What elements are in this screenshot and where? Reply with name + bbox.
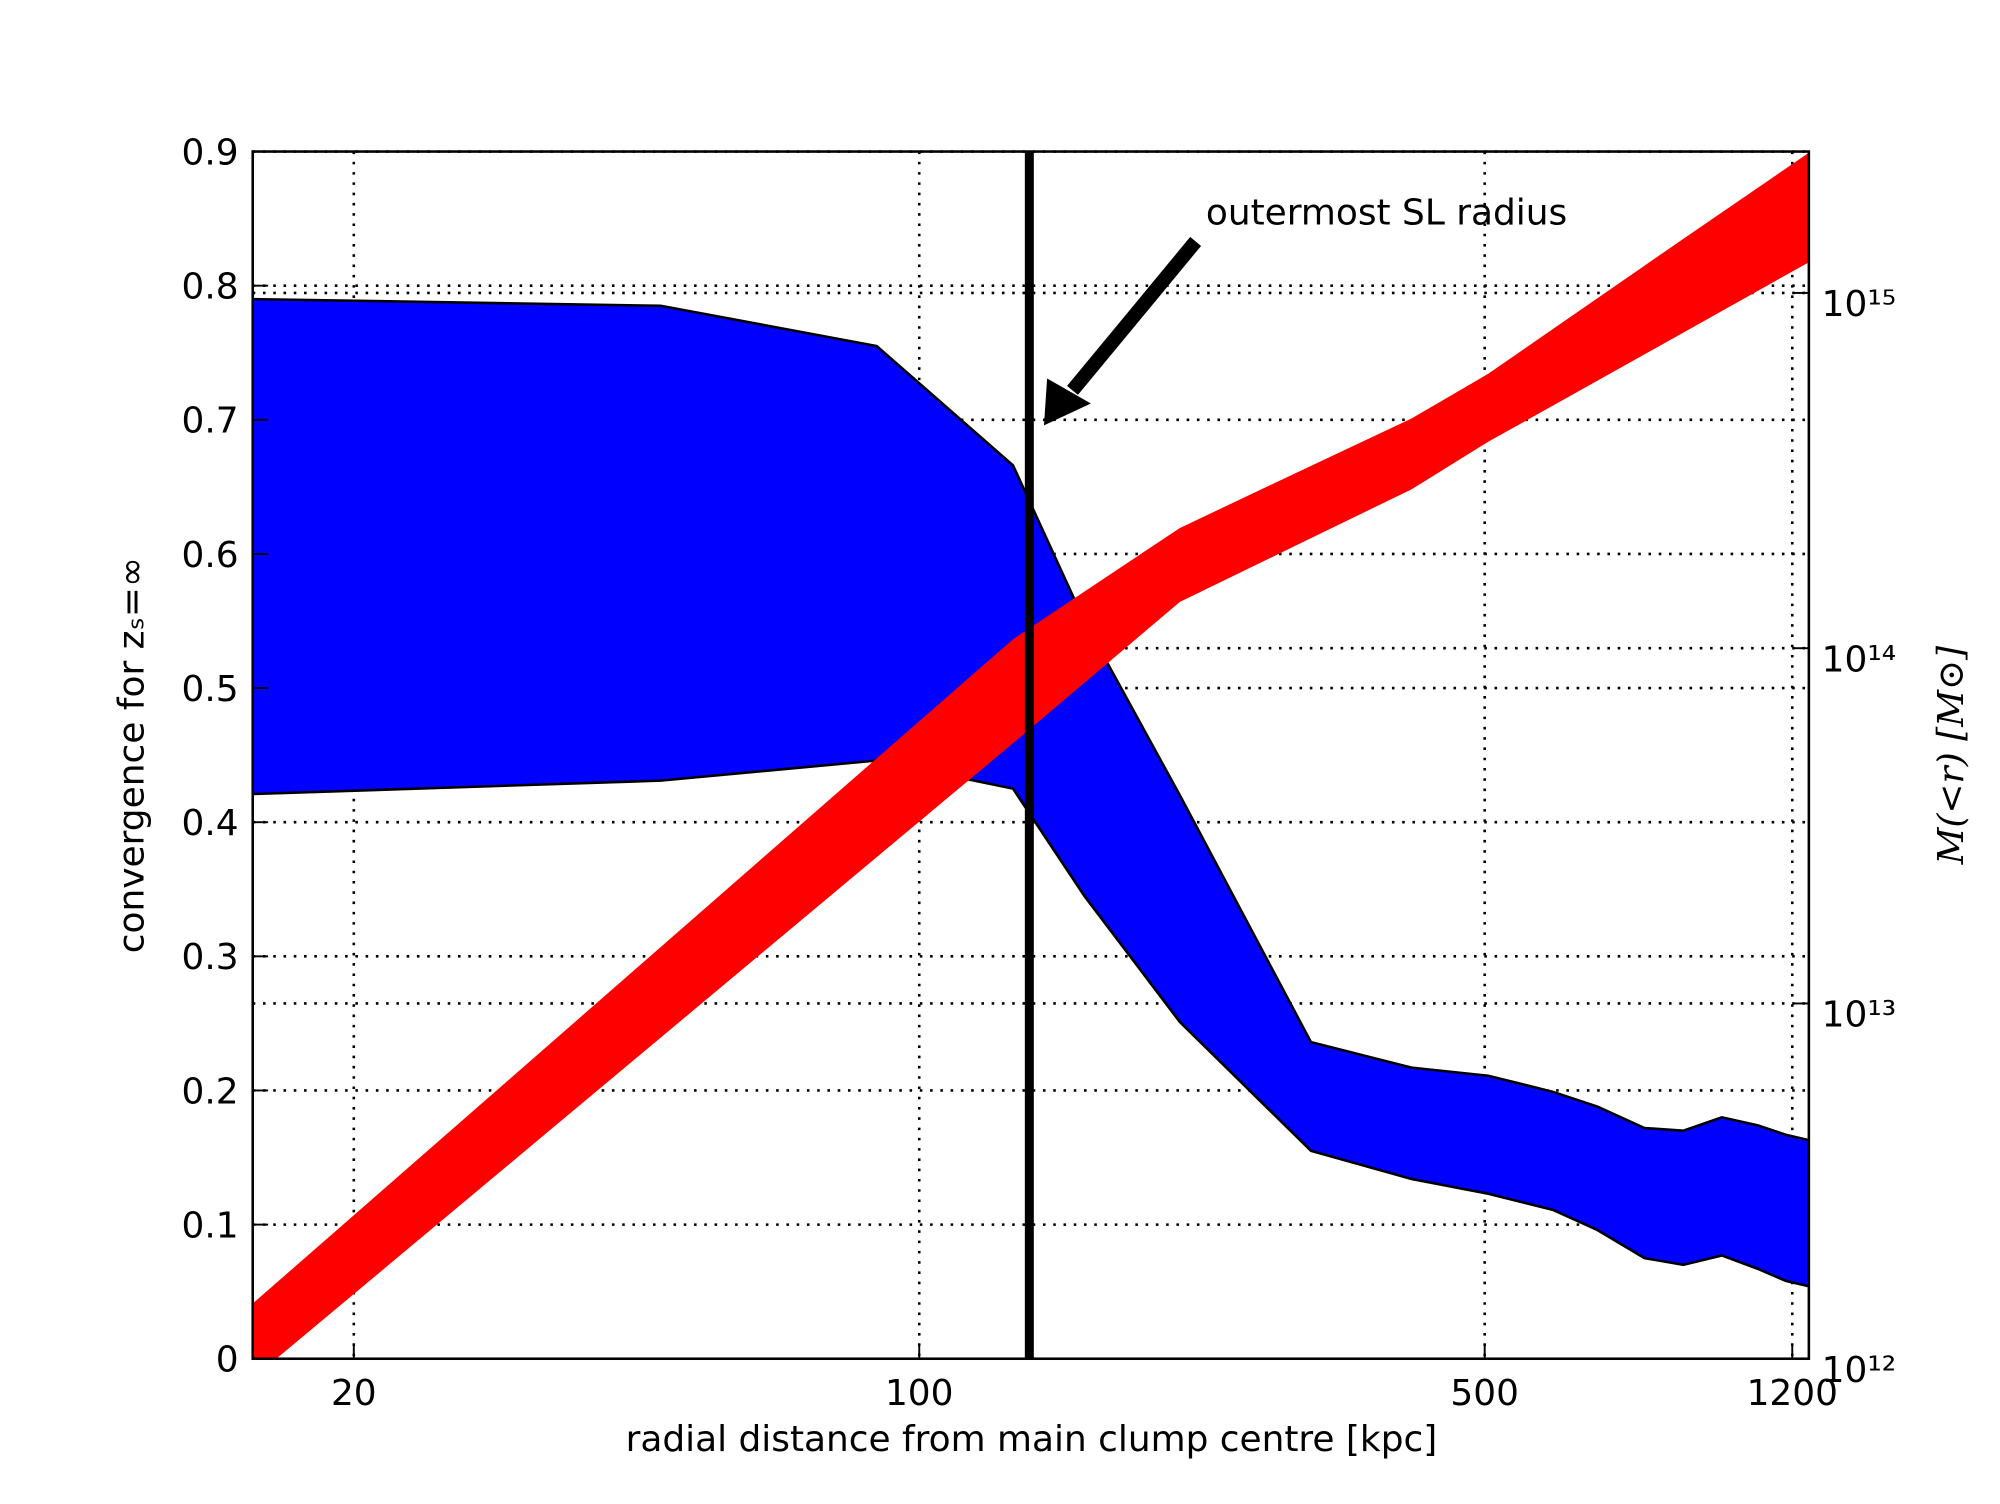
y2-tick-label: 10¹² [1822, 1350, 1896, 1391]
y2-tick-label: 10¹⁵ [1822, 284, 1896, 325]
x-tick-label: 1200 [1747, 1373, 1838, 1414]
x-tick-label: 100 [885, 1373, 954, 1414]
annotation-arrowhead [1043, 378, 1091, 426]
y2-axis-label: M(<r) [M⊙] [1931, 645, 1972, 866]
plot-frame [251, 150, 1811, 1361]
y-tick-label: 0 [216, 1340, 239, 1381]
y2-tick-label: 10¹³ [1822, 995, 1896, 1036]
y-tick-label: 0.3 [182, 937, 239, 978]
y-tick-label: 0.5 [182, 669, 239, 710]
y-tick-label: 0.6 [182, 535, 239, 576]
y-tick-label: 0.8 [182, 266, 239, 307]
y2-tick-label: 10¹⁴ [1822, 639, 1896, 680]
annotation-arrow [1067, 236, 1202, 395]
y-tick-label: 0.9 [182, 132, 239, 173]
y-tick-label: 0.7 [182, 401, 239, 442]
axes: 20 100 500 1200 0 0.1 0.2 0.3 0.4 0.5 0.6 0.7 0.8 0.9… [182, 132, 1897, 1414]
y-tick-label: 0.2 [182, 1071, 239, 1112]
band-edge [252, 297, 1809, 1142]
y-axis-label: convergence for zₛ=∞ [112, 557, 153, 953]
x-axis-label: radial distance from main clump centre [… [626, 1419, 1438, 1460]
x-tick-label: 500 [1450, 1373, 1519, 1414]
plot-area [252, 151, 1809, 1359]
x-tick-label: 20 [331, 1373, 377, 1414]
annotation: outermost SL radius [1206, 193, 1567, 234]
y-tick-label: 0.1 [182, 1205, 239, 1246]
y-tick-label: 0.4 [182, 803, 239, 844]
band [252, 152, 1809, 1359]
